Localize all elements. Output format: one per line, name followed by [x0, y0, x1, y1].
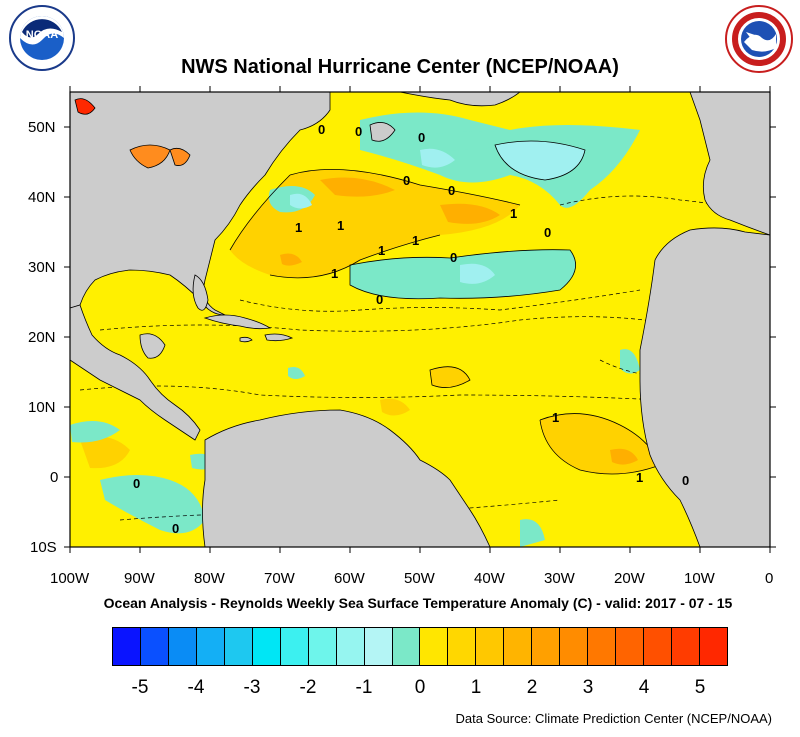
lat-label-10s: 10S: [30, 539, 57, 556]
lon-label-0: 0: [765, 570, 774, 587]
legend-label: -1: [355, 677, 373, 698]
legend-swatch: [308, 628, 337, 665]
legend-swatch: [644, 628, 673, 665]
legend-swatch: [672, 628, 701, 665]
legend-swatch: [336, 628, 365, 665]
great-lakes: [129, 144, 171, 169]
legend-swatch: [588, 628, 617, 665]
contour-label: 0: [172, 521, 179, 536]
contour-label: 0: [450, 250, 457, 265]
contour-label-group: 0 0 0 0 0 0 0 0 1 1 1 1 1 1 1 1 0 0 0: [133, 122, 689, 536]
lon-label-100w: 100W: [50, 570, 90, 587]
legend-label: -3: [243, 677, 261, 698]
contour-label: 1: [636, 470, 643, 485]
contour-label: 0: [133, 476, 140, 491]
contour-label: 1: [295, 220, 302, 235]
legend-swatch: [560, 628, 589, 665]
lon-label-50w: 50W: [404, 570, 435, 587]
hispaniola: [264, 333, 294, 342]
legend-swatch: [700, 628, 727, 665]
lon-label-80w: 80W: [194, 570, 225, 587]
legend-label: 3: [582, 677, 594, 698]
contour-label: 1: [412, 233, 419, 248]
legend-label: 1: [470, 677, 482, 698]
contour-label: 0: [448, 183, 455, 198]
lon-label-70w: 70W: [264, 570, 295, 587]
noaa-logo-text: NOAA: [26, 29, 58, 41]
legend-label: -4: [187, 677, 205, 698]
legend-swatch: [532, 628, 561, 665]
lon-label-20w: 20W: [614, 570, 645, 587]
greenland-tip: [399, 92, 521, 107]
lat-label-40n: 40N: [28, 189, 56, 206]
jamaica: [239, 336, 253, 343]
legend-swatch: [364, 628, 393, 665]
florida: [192, 274, 209, 311]
legend-swatch: [252, 628, 281, 665]
contour-label: 1: [378, 243, 385, 258]
legend-swatch: [392, 628, 421, 665]
lon-label-90w: 90W: [124, 570, 155, 587]
contour-label: 1: [510, 206, 517, 221]
contour-label: 0: [544, 225, 551, 240]
contour-label: 1: [552, 410, 559, 425]
europe: [689, 92, 770, 236]
noaa-logo: NOAA: [8, 4, 76, 77]
map-title: NWS National Hurricane Center (NCEP/NOAA…: [181, 56, 619, 78]
contour-label: 1: [337, 218, 344, 233]
legend-swatch: [113, 628, 141, 665]
legend-swatch: [420, 628, 449, 665]
contour-label: 0: [355, 124, 362, 139]
legend-swatch: [504, 628, 533, 665]
legend-label: 2: [526, 677, 538, 698]
legend-swatch: [448, 628, 477, 665]
africa: [639, 227, 770, 547]
legend-label: 4: [638, 677, 650, 698]
legend-swatch: [140, 628, 169, 665]
lon-label-40w: 40W: [474, 570, 505, 587]
south-america: [202, 409, 491, 547]
central-america: [70, 304, 201, 441]
legend-swatch: [616, 628, 645, 665]
lat-label-eq: 0: [50, 469, 59, 486]
lat-label-20n: 20N: [28, 329, 56, 346]
newfoundland: [369, 122, 396, 142]
lon-label-10w: 10W: [684, 570, 715, 587]
lon-label-30w: 30W: [544, 570, 575, 587]
contour-label: 0: [318, 122, 325, 137]
cold-anomaly-regions: [290, 141, 585, 284]
legend-swatch: [476, 628, 505, 665]
contour-label: 0: [418, 130, 425, 145]
legend-swatch: [196, 628, 225, 665]
tick-marks: [64, 86, 776, 553]
contour-label: 0: [682, 473, 689, 488]
legend-label: -5: [131, 677, 149, 698]
cuba: [203, 314, 272, 330]
contour-label: 0: [403, 173, 410, 188]
yucatan: [139, 333, 166, 359]
legend-label: 0: [414, 677, 426, 698]
lat-label-10n: 10N: [28, 399, 56, 416]
legend-swatch: [168, 628, 197, 665]
hudson-bay-warm: [74, 98, 96, 115]
legend-swatch: [224, 628, 253, 665]
legend-label: -2: [299, 677, 317, 698]
lat-label-50n: 50N: [28, 119, 56, 136]
legend-label: 5: [694, 677, 706, 698]
legend-swatch: [280, 628, 309, 665]
data-source: Data Source: Climate Prediction Center (…: [455, 711, 772, 726]
hot-anomaly-regions: [280, 177, 660, 465]
lon-label-60w: 60W: [334, 570, 365, 587]
map-subtitle: Ocean Analysis - Reynolds Weekly Sea Sur…: [103, 595, 733, 611]
color-legend-bar: [112, 627, 728, 666]
land-masses: [70, 92, 770, 547]
contour-label: 1: [331, 266, 338, 281]
contour-label: 0: [376, 292, 383, 307]
lat-label-30n: 30N: [28, 259, 56, 276]
nws-logo: [724, 4, 794, 79]
